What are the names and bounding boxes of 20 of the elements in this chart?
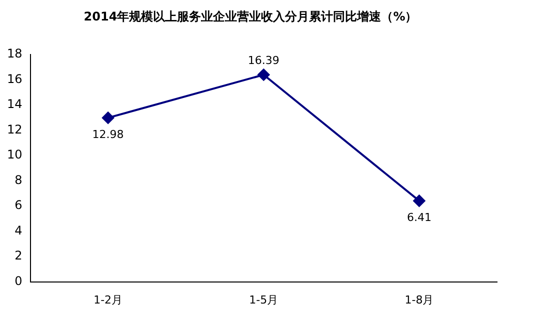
x-tick-label: 1-8月 — [404, 293, 434, 306]
data-label: 12.98 — [92, 128, 124, 142]
data-label: 16.39 — [248, 54, 280, 68]
y-tick-label: 0 — [14, 274, 22, 288]
data-label: 6.41 — [406, 211, 432, 224]
chart-title: 2014年规模以上服务业企业营业收入分月累计同比增速（%） — [84, 9, 418, 24]
y-tick-label: 6 — [14, 198, 22, 212]
point — [258, 68, 270, 81]
y-tick-label: 8 — [14, 172, 22, 187]
y-tick-label: 12 — [6, 122, 22, 136]
y-tick-label: 16 — [6, 72, 22, 86]
point — [102, 112, 114, 124]
point — [413, 194, 426, 207]
y-tick-label: 10 — [6, 148, 22, 162]
y-tick-label: 2 — [14, 248, 22, 263]
x-tick-label: 1-2月 — [94, 293, 123, 306]
y-tick-label: 14 — [6, 97, 22, 112]
x-tick-label: 1-5月 — [249, 293, 278, 306]
y-tick-label: 4 — [14, 223, 22, 238]
y-tick-label: 18 — [6, 46, 22, 61]
